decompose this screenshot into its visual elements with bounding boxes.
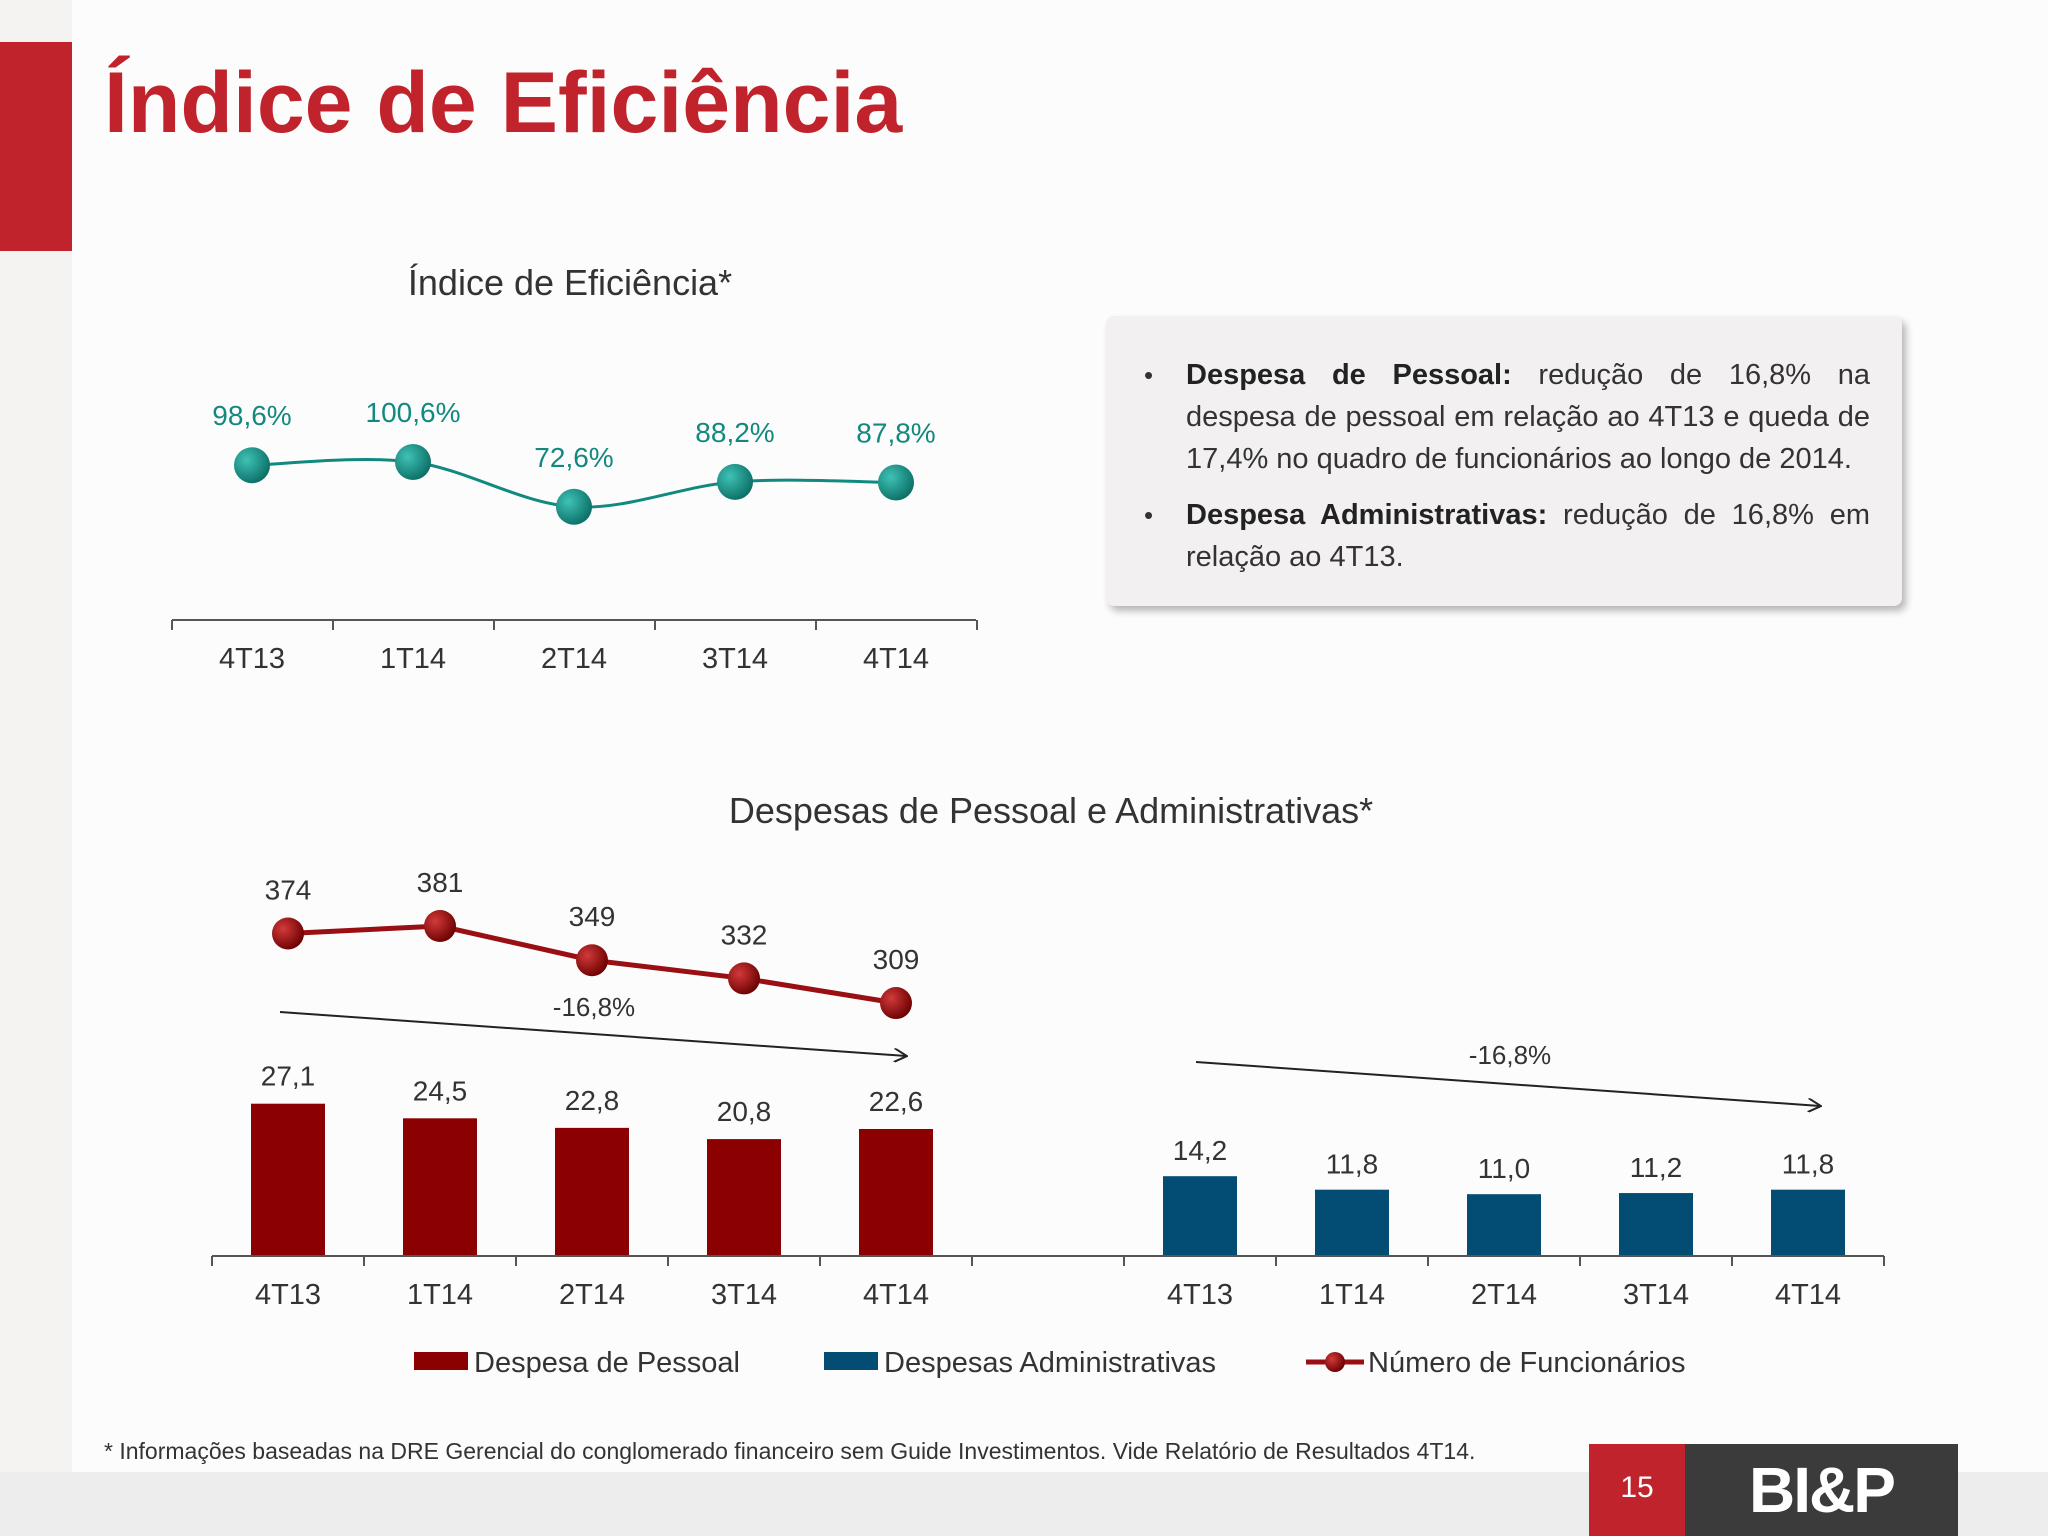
employees-point xyxy=(576,944,608,977)
x-tick-label: 4T13 xyxy=(1167,1279,1233,1311)
x-tick-label: 4T14 xyxy=(1775,1279,1841,1311)
x-tick-label: 3T14 xyxy=(1623,1279,1689,1311)
x-tick-label: 3T14 xyxy=(711,1279,777,1311)
bullet-icon: • xyxy=(1144,500,1154,530)
personnel-bar-label: 24,5 xyxy=(413,1075,468,1106)
info-item-heading: Despesa Administrativas: xyxy=(1186,499,1548,531)
x-tick-label: 2T14 xyxy=(559,1279,625,1311)
info-item-heading: Despesa de Pessoal: xyxy=(1186,359,1512,391)
admin-bar xyxy=(1467,1194,1541,1256)
info-box: • Despesa de Pessoal: redução de 16,8% na… xyxy=(1106,316,1902,606)
personnel-bar-label: 22,6 xyxy=(869,1086,924,1117)
employees-point xyxy=(880,987,912,1020)
x-tick-label: 4T14 xyxy=(863,643,929,675)
efficiency-data-label: 98,6% xyxy=(212,400,291,431)
personnel-bar xyxy=(403,1118,477,1256)
info-item: • Despesa Administrativas: redução de 16,… xyxy=(1130,494,1870,578)
efficiency-point xyxy=(395,444,431,480)
admin-bar-label: 14,2 xyxy=(1173,1135,1228,1166)
personnel-bar xyxy=(707,1139,781,1256)
employees-data-label: 332 xyxy=(721,919,768,950)
personnel-bar xyxy=(251,1103,325,1256)
admin-bar-label: 11,8 xyxy=(1326,1149,1378,1180)
legend-admin-swatch xyxy=(824,1352,878,1370)
personnel-trend-arrow xyxy=(279,1011,906,1056)
logo-text: BI&P xyxy=(1749,1454,1896,1526)
x-tick-label: 4T14 xyxy=(863,1279,929,1311)
efficiency-point xyxy=(234,447,270,484)
title-accent-block xyxy=(0,42,72,251)
efficiency-chart-title: Índice de Eficiência* xyxy=(407,262,733,303)
employees-data-label: 374 xyxy=(265,874,312,905)
employees-point xyxy=(272,917,304,950)
admin-trend-arrow xyxy=(1195,1061,1820,1106)
page-number: 15 xyxy=(1589,1444,1685,1536)
info-item-text: redução de 16,8% na despesa de pessoal e… xyxy=(1186,359,1870,475)
footnote: * Informações baseadas na DRE Gerencial … xyxy=(104,1438,1476,1464)
x-tick-label: 1T14 xyxy=(1319,1279,1385,1311)
brand-logo: BI&P xyxy=(1685,1444,1958,1536)
admin-trend-label: -16,8% xyxy=(1469,1040,1551,1070)
legend-admin-label: Despesas Administrativas xyxy=(884,1347,1216,1379)
personnel-bar-label: 22,8 xyxy=(565,1085,620,1116)
employees-data-label: 381 xyxy=(417,867,464,898)
employees-point xyxy=(728,962,760,995)
efficiency-data-label: 88,2% xyxy=(695,417,774,448)
left-strip xyxy=(0,0,72,1536)
admin-bar-label: 11,8 xyxy=(1782,1149,1834,1180)
efficiency-data-label: 72,6% xyxy=(534,442,613,473)
personnel-bar-label: 20,8 xyxy=(717,1096,772,1127)
x-tick-label: 4T13 xyxy=(255,1279,321,1311)
admin-bar xyxy=(1163,1176,1237,1256)
bullet-icon: • xyxy=(1144,360,1154,390)
employees-data-label: 309 xyxy=(873,944,920,975)
expenses-bar-chart: 27,1 24,5 22,8 20,8 22,6 14,2 11,8 11,0 11,2 11,8… xyxy=(211,867,1885,1379)
expenses-chart-title: Despesas de Pessoal e Administrativas* xyxy=(728,790,1374,831)
legend-employees-label: Número de Funcionários xyxy=(1368,1347,1686,1379)
efficiency-point xyxy=(556,488,592,525)
x-tick-label: 1T14 xyxy=(380,643,446,675)
personnel-bar xyxy=(555,1127,629,1256)
efficiency-line-chart: 98,6% 100,6% 72,6% 88,2% 87,8% 4T13 1T14 2T14 3T… xyxy=(171,397,978,675)
x-tick-label: 2T14 xyxy=(1471,1279,1537,1311)
admin-bar xyxy=(1315,1189,1389,1256)
page-title: Índice de Eficiência xyxy=(104,55,903,151)
efficiency-point xyxy=(878,464,914,501)
x-tick-label: 3T14 xyxy=(702,643,768,675)
x-tick-label: 1T14 xyxy=(407,1279,473,1311)
legend-personnel-swatch xyxy=(414,1352,468,1370)
admin-bar-label: 11,2 xyxy=(1630,1152,1682,1183)
legend-personnel-label: Despesa de Pessoal xyxy=(474,1347,740,1379)
admin-bar-label: 11,0 xyxy=(1478,1153,1530,1184)
employees-point xyxy=(424,910,456,942)
efficiency-data-label: 100,6% xyxy=(366,397,461,428)
personnel-trend-label: -16,8% xyxy=(553,992,635,1022)
legend-employees-marker xyxy=(1325,1352,1345,1372)
x-tick-label: 4T13 xyxy=(219,643,285,675)
employees-data-label: 349 xyxy=(569,901,616,932)
efficiency-point xyxy=(717,463,753,500)
info-item-text: redução de 16,8% em relação ao 4T13. xyxy=(1186,499,1870,573)
efficiency-data-label: 87,8% xyxy=(856,417,935,448)
admin-bar xyxy=(1771,1189,1845,1256)
personnel-bar xyxy=(859,1128,933,1256)
x-tick-label: 2T14 xyxy=(541,643,607,675)
admin-bar xyxy=(1619,1193,1693,1256)
info-list: • Despesa de Pessoal: redução de 16,8% na… xyxy=(1130,354,1870,578)
info-item: • Despesa de Pessoal: redução de 16,8% na… xyxy=(1130,354,1870,480)
personnel-bar-label: 27,1 xyxy=(261,1061,316,1092)
